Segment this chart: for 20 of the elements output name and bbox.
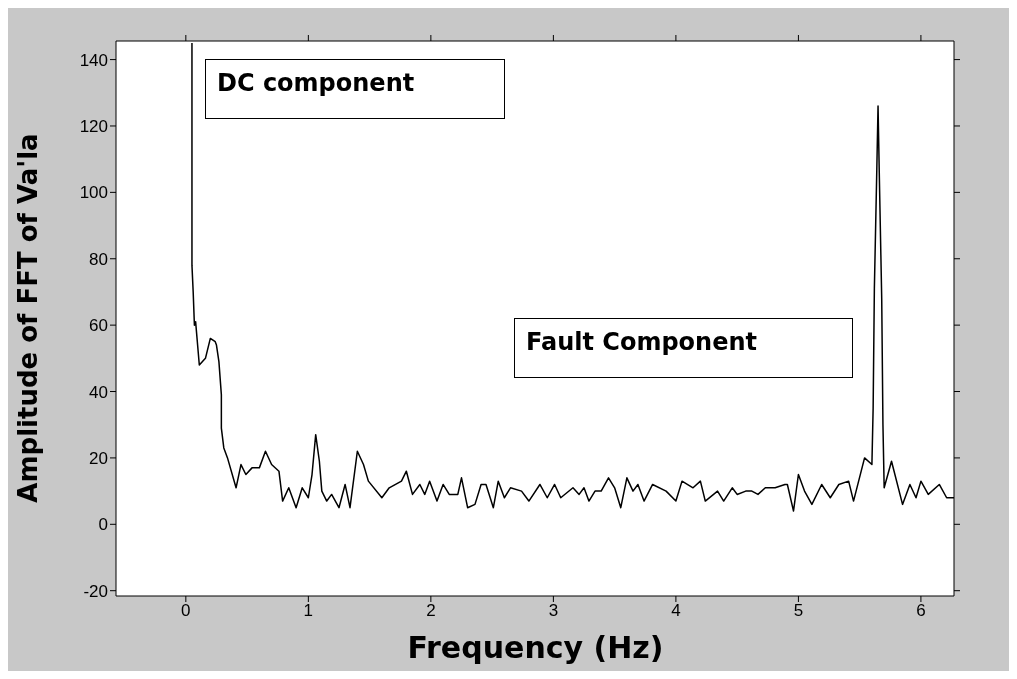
y-axis-title: Amplitude of FFT of Va'la bbox=[13, 133, 43, 503]
y-tick-label: 40 bbox=[89, 382, 108, 402]
y-tick-label: -20 bbox=[83, 581, 108, 601]
y-tick-label: 120 bbox=[79, 117, 108, 137]
x-axis-title: Frequency (Hz) bbox=[406, 630, 665, 665]
x-tick-label: 1 bbox=[303, 601, 314, 621]
x-tick-label: 6 bbox=[916, 601, 926, 621]
y-tick-label: 60 bbox=[89, 316, 108, 336]
annotation: Fault Component bbox=[526, 328, 758, 356]
y-tick-label: 20 bbox=[89, 448, 108, 468]
y-tick-label: 140 bbox=[79, 50, 108, 70]
x-tick-label: 2 bbox=[426, 601, 436, 621]
x-tick-label: 3 bbox=[548, 601, 559, 621]
y-tick-label: 0 bbox=[98, 515, 108, 535]
annotation: DC component bbox=[217, 69, 415, 97]
y-tick-label: 80 bbox=[89, 249, 108, 269]
x-tick-label: 4 bbox=[671, 601, 681, 621]
x-tick-label: 5 bbox=[793, 601, 804, 621]
x-tick-label: 0 bbox=[181, 601, 191, 621]
y-tick-label: 100 bbox=[79, 183, 108, 203]
